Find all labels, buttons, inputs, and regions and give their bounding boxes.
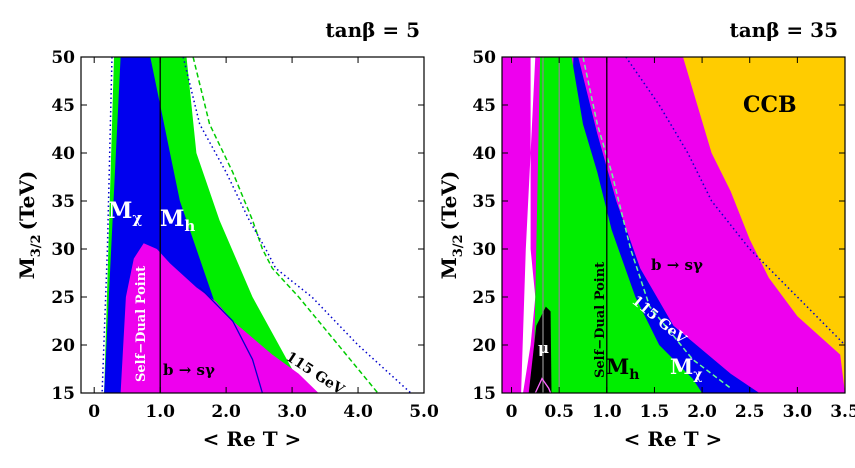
y-axis-label: M3/2(TeV): [15, 171, 44, 280]
self-dual-label: Self−Dual Point: [593, 262, 608, 378]
x-tick-label: 0: [88, 402, 100, 422]
x-tick-label: 1.0: [592, 402, 622, 422]
y-tick-label: 20: [51, 336, 75, 356]
line-bsg-dotted: [625, 57, 845, 346]
y-tick-label: 45: [51, 96, 75, 116]
lines: [101, 57, 412, 393]
x-tick-label: 0: [506, 402, 518, 422]
y-tick-label: 15: [51, 384, 75, 404]
regions: [104, 57, 319, 393]
y-tick-label: 20: [472, 336, 496, 356]
y-axis-label: M3/2(TeV): [437, 171, 466, 280]
x-tick-label: 3.0: [277, 402, 307, 422]
x-tick-label: 2.0: [687, 402, 717, 422]
region-magenta: [120, 243, 319, 393]
chart-title: tanβ = 35: [729, 18, 838, 42]
y-tick-label: 30: [51, 240, 75, 260]
x-tick-label: 0.5: [544, 402, 574, 422]
mchi-label: Mχ: [108, 198, 142, 227]
line-115-gev: [192, 57, 379, 393]
regions: [502, 57, 845, 393]
mh-label: Mh: [160, 206, 195, 235]
line-left-dotted: [101, 57, 113, 393]
y-tick-label: 15: [472, 384, 496, 404]
y-axis: 15 20 25 30 35 40 45 50: [51, 48, 424, 404]
x-axis: 0 0.5 1.0 1.5 2.0 2.5 3.0 3.5: [506, 57, 855, 422]
y-tick-label: 35: [472, 192, 496, 212]
y-axis: 15 20 25 30 35 40 45 50: [472, 48, 845, 404]
x-tick-label: 1.5: [640, 402, 670, 422]
region-orange: [683, 57, 845, 393]
y-tick-label: 50: [51, 48, 75, 68]
y-tick-label: 25: [472, 288, 496, 308]
panel-tanb5: tanβ = 5 0 1.0 2.0 3.0 4.0 5.0 15 20 25 30 35 40 45…: [15, 18, 439, 451]
y-tick-label: 40: [51, 144, 75, 164]
y-tick-label: 30: [472, 240, 496, 260]
x-tick-label: 3.0: [783, 402, 813, 422]
x-tick-label: 2.5: [735, 402, 765, 422]
ccb-label: CCB: [743, 92, 797, 118]
x-axis-label: < Re T >: [624, 427, 723, 451]
line-mu-line: [534, 377, 552, 393]
mu-label: μ: [538, 339, 549, 357]
region-white: [521, 57, 536, 393]
y-tick-label: 50: [472, 48, 496, 68]
y-tick-label: 45: [472, 96, 496, 116]
mh-label: Mh: [606, 354, 639, 383]
lines: [534, 57, 845, 393]
chart-title: tanβ = 5: [325, 18, 420, 42]
line-blue-inner: [199, 286, 264, 393]
y-tick-label: 40: [472, 144, 496, 164]
x-tick-label: 5.0: [409, 402, 439, 422]
x-axis: 0 1.0 2.0 3.0 4.0 5.0: [88, 57, 439, 422]
x-axis-label: < Re T >: [203, 427, 302, 451]
panel-tanb35: tanβ = 35 0 0.5 1.0 1.5 2.0 2.5 3.0 3.5 15 20 25 3…: [437, 18, 855, 451]
bsg-label: b → sγ: [163, 361, 215, 379]
plot-frame: [80, 56, 425, 394]
x-tick-label: 4.0: [343, 402, 373, 422]
x-tick-label: 2.0: [211, 402, 241, 422]
plot-frame: [501, 56, 846, 394]
bsg-label: b → sγ: [651, 256, 703, 274]
region-black: [528, 306, 552, 393]
line-115-gev: [582, 57, 732, 389]
region-green: [533, 57, 703, 393]
self-dual-label: Self−Dual Point: [134, 266, 149, 382]
mchi-label: Mχ: [670, 354, 702, 383]
x-tick-label: 3.5: [830, 402, 855, 422]
y-tick-label: 25: [51, 288, 75, 308]
x-tick-label: 1.0: [145, 402, 175, 422]
y-tick-label: 35: [51, 192, 75, 212]
